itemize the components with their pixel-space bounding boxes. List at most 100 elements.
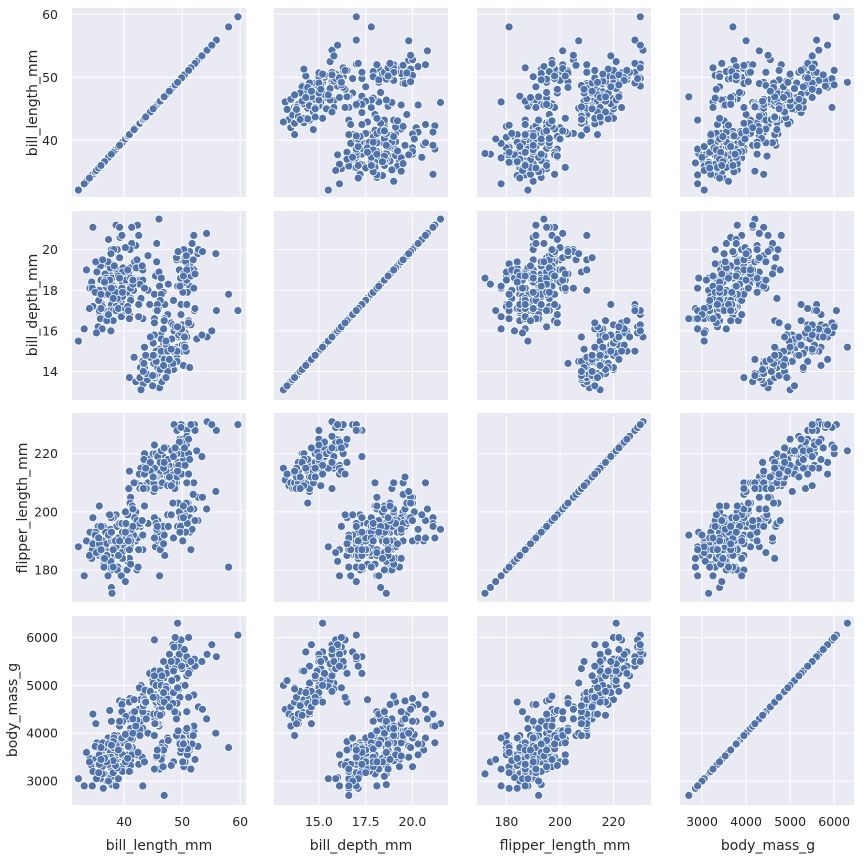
panel-bill_length_mm-vs-body_mass_g (72, 616, 246, 805)
data-point (730, 149, 740, 159)
data-point (224, 562, 234, 572)
data-point (176, 310, 186, 320)
data-point (190, 304, 200, 313)
data-point (829, 80, 839, 90)
data-point (128, 275, 138, 285)
data-point (182, 707, 192, 717)
data-point (169, 452, 178, 462)
data-point (728, 247, 738, 257)
data-point (761, 67, 771, 77)
data-point (798, 455, 808, 464)
data-point (99, 562, 109, 572)
data-point (528, 273, 538, 283)
data-point (759, 522, 769, 531)
data-point (726, 539, 736, 549)
data-point (94, 533, 104, 543)
data-point (299, 666, 309, 676)
data-point (542, 88, 551, 97)
data-point (335, 571, 344, 581)
data-point (560, 71, 570, 81)
data-point (327, 687, 337, 696)
data-point (149, 671, 159, 681)
data-point (130, 707, 140, 717)
data-point (779, 93, 788, 102)
data-point (115, 140, 124, 150)
data-point (290, 373, 300, 383)
data-point (342, 539, 352, 549)
data-point (428, 127, 438, 137)
data-point (635, 420, 645, 430)
data-point (606, 300, 616, 309)
data-point (166, 761, 176, 770)
data-point (336, 522, 346, 531)
data-point (428, 169, 438, 179)
data-point (385, 755, 395, 764)
data-point (387, 165, 397, 175)
data-point (625, 332, 634, 342)
data-point (762, 151, 772, 161)
data-point (408, 716, 417, 726)
data-point (430, 721, 440, 731)
data-point (138, 530, 148, 540)
data-point (550, 513, 559, 523)
data-point (765, 86, 775, 96)
data-point (748, 220, 758, 230)
data-point (323, 185, 333, 195)
data-point (816, 455, 826, 464)
data-point (368, 137, 378, 147)
data-point (180, 332, 189, 342)
data-point (843, 77, 852, 87)
data-point (178, 757, 188, 767)
data-point (735, 88, 744, 97)
data-point (542, 126, 551, 136)
data-point (161, 373, 171, 383)
data-point (184, 434, 194, 444)
data-point (770, 342, 780, 352)
data-point (622, 434, 632, 444)
data-point (372, 501, 382, 511)
data-point (327, 332, 337, 342)
data-point (282, 676, 292, 685)
data-point (544, 133, 554, 143)
data-point (198, 247, 207, 257)
data-point (775, 516, 785, 525)
data-point (731, 271, 741, 281)
data-point (211, 728, 221, 738)
data-point (731, 281, 741, 291)
data-point (590, 318, 600, 328)
data-point (166, 510, 176, 520)
data-point (496, 179, 506, 189)
data-point (531, 82, 541, 92)
data-point (310, 472, 320, 482)
data-point (118, 287, 127, 297)
data-point (719, 249, 729, 259)
data-point (372, 757, 382, 767)
data-point (715, 72, 724, 82)
data-point (739, 118, 749, 128)
data-point (531, 220, 541, 230)
data-point (357, 452, 367, 462)
data-point (207, 40, 217, 50)
data-point (344, 764, 354, 774)
panel-bill_depth_mm-vs-body_mass_g (274, 616, 448, 805)
data-point (750, 102, 760, 112)
data-point (173, 618, 183, 628)
data-point (504, 157, 514, 167)
data-point (211, 487, 221, 496)
data-point (504, 289, 514, 299)
data-point (178, 501, 188, 511)
data-point (635, 326, 645, 336)
data-point (372, 492, 382, 502)
data-point (579, 481, 589, 491)
data-point (558, 228, 568, 238)
data-point (124, 314, 134, 324)
data-point (743, 498, 753, 508)
data-point (159, 316, 169, 326)
data-point (385, 501, 395, 511)
data-point (389, 176, 399, 186)
data-point (421, 704, 430, 714)
data-point (188, 731, 198, 740)
data-point (717, 161, 727, 170)
data-point (306, 640, 316, 650)
data-point (100, 277, 109, 287)
